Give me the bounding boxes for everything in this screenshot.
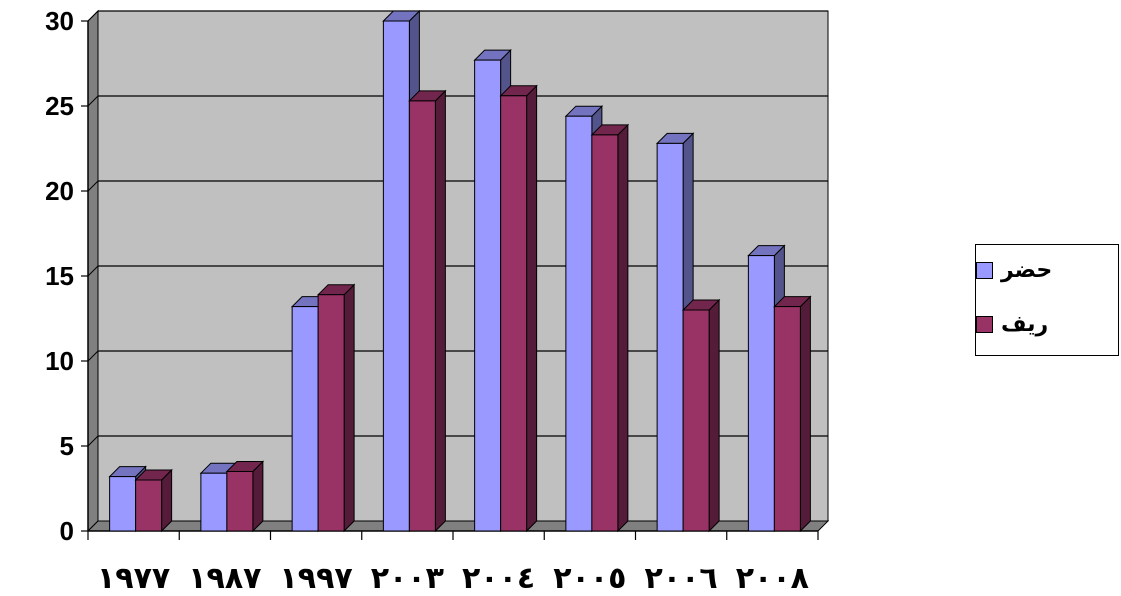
legend-swatch-urban <box>976 261 993 279</box>
bar <box>474 59 502 532</box>
bar <box>565 115 593 532</box>
gridline-side <box>87 95 99 107</box>
y-tick-label: 15 <box>45 261 74 291</box>
gridline-side <box>87 350 99 362</box>
y-tick-label: 20 <box>45 176 74 206</box>
legend-item-rural: ريف <box>976 309 1118 339</box>
bar-side <box>799 295 811 533</box>
bar <box>773 306 801 532</box>
gridline-side <box>87 265 99 277</box>
bar <box>382 20 410 532</box>
x-tick-label: ٢٠٠٦ <box>645 561 718 596</box>
x-tick-label: ٢٠٠٣ <box>371 561 444 596</box>
bar-side <box>252 460 264 533</box>
bar <box>591 134 619 532</box>
x-tick-label: ٢٠٠٤ <box>462 561 535 596</box>
legend-label-rural: ريف <box>1001 311 1049 337</box>
y-tick-label: 10 <box>45 346 74 376</box>
bar <box>226 471 254 532</box>
bar-side <box>708 298 720 533</box>
legend-label-urban: حضر <box>1001 257 1053 283</box>
bar <box>408 100 436 532</box>
gridline-side <box>87 435 99 447</box>
bar-side <box>343 283 355 533</box>
bar <box>682 309 710 532</box>
legend: حضر ريف <box>975 244 1119 356</box>
y-tick-label: 30 <box>45 6 74 36</box>
bar <box>291 306 319 532</box>
bar <box>747 255 775 532</box>
gridline-side <box>87 180 99 192</box>
bar <box>317 294 345 532</box>
legend-swatch-rural <box>976 315 993 333</box>
x-tick-label: ١٩٧٧ <box>97 561 170 596</box>
bar <box>656 142 684 532</box>
y-tick-label: 5 <box>60 431 74 461</box>
y-tick-label: 25 <box>45 91 74 121</box>
legend-item-urban: حضر <box>976 255 1118 285</box>
bar-side <box>526 84 538 533</box>
bar <box>200 472 228 532</box>
x-tick-label: ١٩٨٧ <box>188 561 261 596</box>
bar-side <box>617 123 629 533</box>
bar-side <box>434 89 446 533</box>
bar <box>135 479 163 532</box>
x-tick-label: ٢٠٠٥ <box>553 561 626 596</box>
y-tick-label: 0 <box>60 516 74 546</box>
bar <box>109 476 137 532</box>
gridline-side <box>87 10 99 22</box>
x-tick-label: ١٩٩٧ <box>280 561 353 596</box>
bar <box>500 95 528 532</box>
x-tick-label: ٢٠٠٨ <box>736 561 809 596</box>
